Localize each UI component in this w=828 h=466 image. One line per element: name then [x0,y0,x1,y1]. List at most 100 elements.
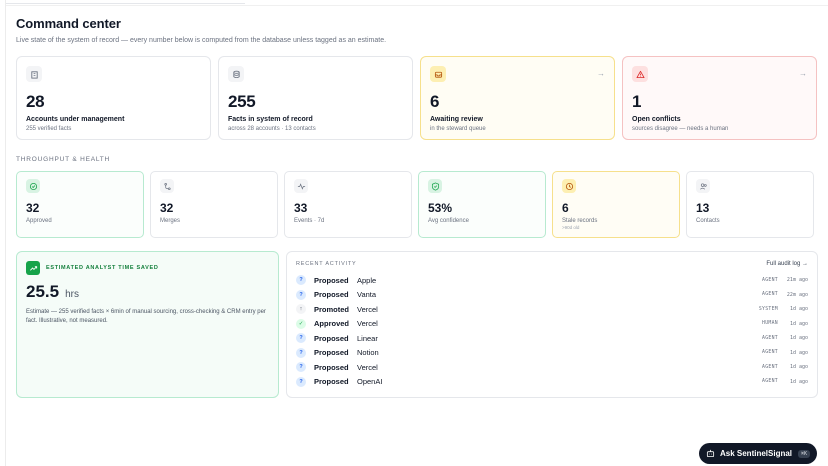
stat-value: 13 [696,201,710,215]
kpi-cards: 28 Accounts under management 255 verifie… [16,56,818,140]
activity-row[interactable]: ? Proposed Linear AGENT 1d ago [296,331,808,346]
stat-label: Contacts [696,218,720,224]
throughput-section-title: THROUGHPUT & HEALTH [16,156,111,163]
activity-target[interactable]: Vercel [357,319,378,329]
bottom-panels: ESTIMATED ANALYST TIME SAVED 25.5 hrs Es… [16,251,818,398]
warning-icon [632,66,648,82]
kpi-value: 28 [26,92,45,111]
proposed-status-icon: ? [296,333,306,344]
stat-label: Events · 7d [294,218,325,224]
activity-actor: AGENT [762,292,778,298]
stat-card-contacts[interactable]: 13 Contacts [686,171,814,238]
ask-assistant-label: Ask SentinelSignal [720,449,793,458]
activity-row[interactable]: ✓ Approved Vercel HUMAN 1d ago [296,317,808,332]
proposed-status-icon: ? [296,289,306,300]
bot-icon [706,449,715,458]
shield-check-icon [428,179,442,193]
users-icon [696,179,710,193]
proposed-status-icon: ? [296,275,306,286]
kpi-subtext: across 28 accounts · 13 contacts [228,126,316,132]
activity-row[interactable]: ? Proposed OpenAI AGENT 1d ago [296,375,808,390]
activity-action: Promoted [314,304,350,314]
time-saved-note: Estimate — 255 verified facts × 6min of … [26,309,266,324]
stat-label: Approved [26,218,52,224]
stat-subtext: >90d old [562,225,580,230]
activity-actor: HUMAN [762,321,778,327]
activity-target[interactable]: Notion [357,348,379,358]
activity-actor: AGENT [762,350,778,356]
proposed-status-icon: ? [296,376,306,387]
arrow-right-icon[interactable]: → [799,69,807,78]
activity-actor: AGENT [762,335,778,341]
kpi-value: 6 [430,92,440,111]
activity-actor: AGENT [762,277,778,283]
activity-time: 22m ago [786,291,808,298]
activity-row[interactable]: ↑ Promoted Vercel SYSTEM 1d ago [296,302,808,317]
stat-label: Merges [160,218,181,224]
clock-icon [562,179,576,193]
kpi-card-conflicts[interactable]: → 1 Open conflicts sources disagree — ne… [622,56,817,140]
inbox-icon [430,66,446,82]
throughput-stats: 32 Approved 32 Merges 33 Events · 7d 53%… [16,171,818,238]
stat-card-approved[interactable]: 32 Approved [16,171,144,238]
activity-target[interactable]: Vercel [357,304,378,314]
activity-actor: SYSTEM [758,306,778,312]
proposed-status-icon: ? [296,362,306,373]
kpi-card-facts[interactable]: 255 Facts in system of record across 28 … [218,56,413,140]
top-divider [5,5,828,6]
activity-time: 21m ago [786,277,808,284]
stat-card-events[interactable]: 33 Events · 7d [284,171,412,238]
recent-activity-panel: RECENT ACTIVITY Full audit log → ? Propos… [286,251,818,398]
page-title: Command center [16,16,121,31]
activity-time: 1d ago [789,320,808,327]
recent-activity-header: RECENT ACTIVITY Full audit log → [296,261,808,267]
activity-action: Approved [314,319,350,329]
kpi-label: Open conflicts [632,116,681,123]
kpi-card-review[interactable]: → 6 Awaiting review in the steward queue [420,56,615,140]
activity-actor: AGENT [762,379,778,385]
stat-label: Stale records [562,218,598,224]
kpi-subtext: sources disagree — needs a human [632,126,729,132]
stat-card-confidence[interactable]: 53% Avg confidence [418,171,546,238]
time-saved-title: ESTIMATED ANALYST TIME SAVED [46,265,159,271]
activity-row[interactable]: ? Proposed Vercel AGENT 1d ago [296,360,808,375]
stat-card-merges[interactable]: 32 Merges [150,171,278,238]
stat-value: 32 [26,201,40,215]
stat-card-stale[interactable]: 6 Stale records >90d old [552,171,680,238]
activity-row[interactable]: ? Proposed Vanta AGENT 22m ago [296,288,808,303]
full-audit-log-link[interactable]: Full audit log → [766,261,808,267]
activity-row[interactable]: ? Proposed Notion AGENT 1d ago [296,346,808,361]
arrow-right-icon[interactable]: → [597,69,605,78]
activity-time: 1d ago [789,364,808,371]
activity-time: 1d ago [789,378,808,385]
keyboard-shortcut-badge: ⌘K [797,449,810,458]
kpi-label: Accounts under management [26,116,125,123]
activity-target[interactable]: Linear [357,333,378,343]
kpi-card-accounts[interactable]: 28 Accounts under management 255 verifie… [16,56,211,140]
kpi-subtext: 255 verified facts [26,126,72,132]
time-saved-card: ESTIMATED ANALYST TIME SAVED 25.5 hrs Es… [16,251,279,398]
activity-list: ? Proposed Apple AGENT 21m ago? Proposed Vanta… [296,273,808,389]
activity-action: Proposed [314,362,349,372]
trending-up-icon [26,261,40,275]
activity-action: Proposed [314,377,349,387]
activity-target[interactable]: Vercel [357,362,378,372]
activity-action: Proposed [314,348,349,358]
activity-target[interactable]: OpenAI [357,377,383,387]
ask-assistant-button[interactable]: Ask SentinelSignal ⌘K [699,443,817,464]
activity-action: Proposed [314,290,349,300]
top-tab-strip [5,0,245,4]
database-icon [228,66,244,82]
time-saved-number: 25.5 [26,282,60,301]
proposed-status-icon: ? [296,347,306,358]
activity-row[interactable]: ? Proposed Apple AGENT 21m ago [296,273,808,288]
activity-action: Proposed [314,275,349,285]
activity-target[interactable]: Vanta [357,290,377,300]
kpi-subtext: in the steward queue [430,126,486,132]
activity-target[interactable]: Apple [357,275,377,285]
activity-time: 1d ago [789,306,808,313]
kpi-value: 255 [228,92,256,111]
check-circle-icon [26,179,40,193]
activity-icon [294,179,308,193]
kpi-label: Facts in system of record [228,116,313,123]
